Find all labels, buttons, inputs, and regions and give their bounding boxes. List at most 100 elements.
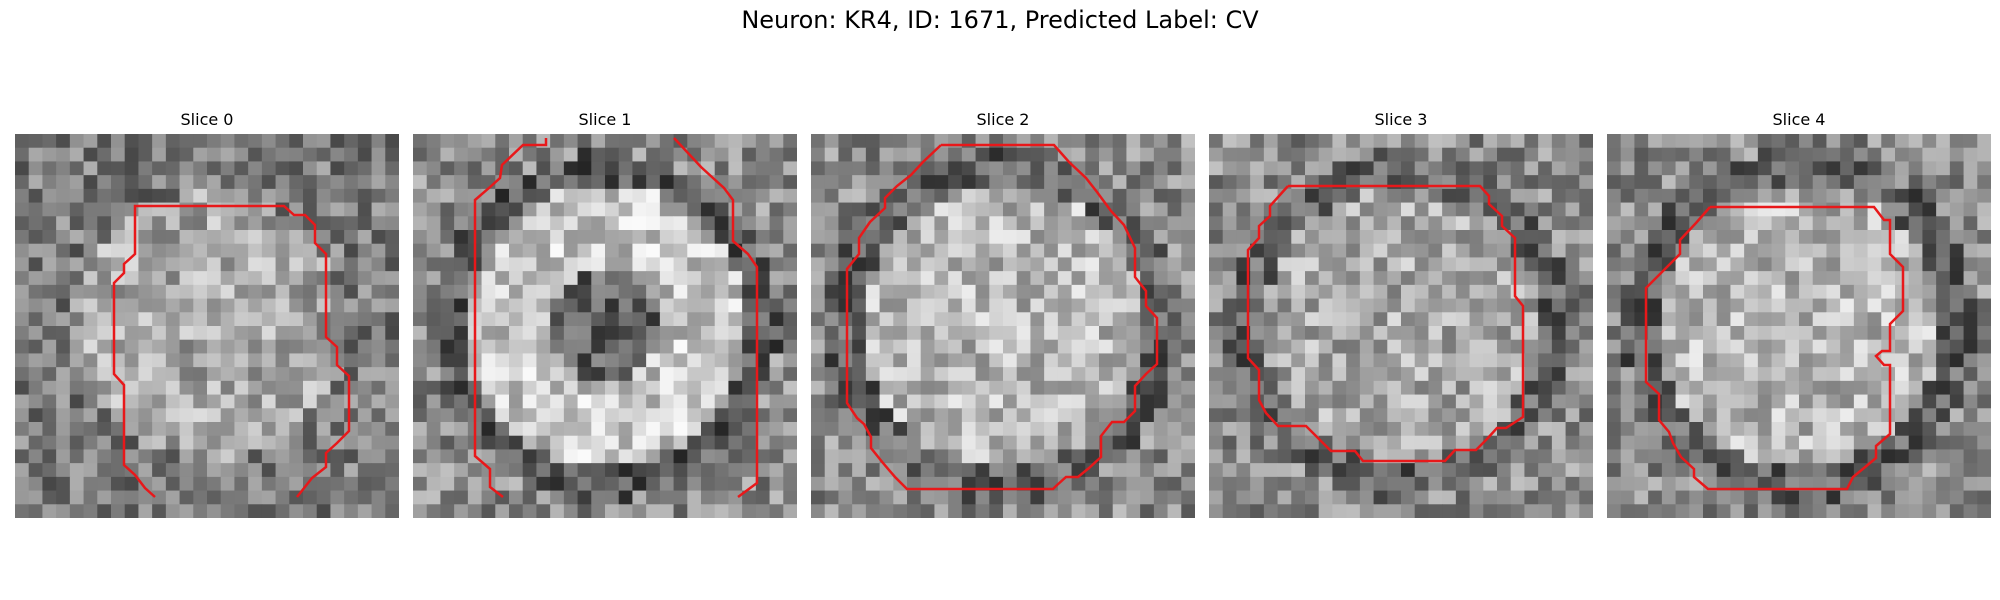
image-pixel [1922,435,1937,450]
image-pixel [1689,449,1704,464]
image-pixel [1744,230,1759,245]
image-pixel [1140,134,1155,149]
image-pixel [1442,230,1457,245]
image-pixel [769,243,784,258]
image-pixel [714,161,729,176]
image-pixel [220,147,235,162]
image-pixel [220,380,235,395]
image-pixel [1277,202,1292,217]
image-pixel [1167,504,1182,518]
image-pixel [1181,271,1195,286]
image-pixel [385,353,399,368]
image-pixel [742,408,757,423]
image-pixel [811,216,826,231]
image-pixel [1209,312,1224,327]
image-pixel [701,202,716,217]
image-pixel [1346,161,1361,176]
image-pixel [220,326,235,341]
image-pixel [1167,326,1182,341]
image-pixel [275,243,290,258]
image-pixel [1922,134,1937,149]
image-pixel [893,339,908,354]
image-pixel [1716,188,1731,203]
image-pixel [1840,216,1855,231]
image-pixel [1346,230,1361,245]
image-pixel [1799,408,1814,423]
image-pixel [1318,476,1333,491]
image-pixel [1922,284,1937,299]
image-pixel [1607,147,1622,162]
image-pixel [701,476,716,491]
image-pixel [1236,490,1251,505]
image-pixel [440,367,455,382]
image-pixel [879,435,894,450]
image-pixel [1428,326,1443,341]
image-pixel [1771,367,1786,382]
image-pixel [1675,408,1690,423]
image-pixel [865,257,880,272]
image-pixel [1112,147,1127,162]
image-pixel [1785,298,1800,313]
image-pixel [989,435,1004,450]
image-pixel [303,284,318,299]
image-pixel [179,298,194,313]
image-pixel [289,147,304,162]
image-pixel [536,161,551,176]
image-pixel [1799,257,1814,272]
image-pixel [1703,394,1718,409]
image-pixel [1689,312,1704,327]
image-pixel [330,326,345,341]
image-pixel [1730,394,1745,409]
image-pixel [1099,216,1114,231]
image-pixel [1030,298,1045,313]
image-pixel [920,147,935,162]
image-pixel [1703,271,1718,286]
image-pixel [1799,490,1814,505]
image-pixel [659,298,674,313]
image-pixel [1538,476,1553,491]
image-pixel [1346,134,1361,149]
image-pixel [1497,490,1512,505]
image-pixel [316,257,331,272]
image-pixel [1675,284,1690,299]
image-pixel [577,504,592,518]
image-pixel [811,435,826,450]
image-pixel [42,271,57,286]
image-pixel [56,243,71,258]
image-pixel [28,147,43,162]
image-pixel [632,504,647,518]
image-pixel [1812,463,1827,478]
image-pixel [1263,394,1278,409]
image-pixel [961,476,976,491]
image-pixel [1346,367,1361,382]
image-pixel [1812,175,1827,190]
image-pixel [1648,504,1663,518]
image-pixel [1881,435,1896,450]
image-pixel [1826,353,1841,368]
image-pixel [1620,230,1635,245]
image-pixel [687,147,702,162]
image-pixel [1675,271,1690,286]
image-pixel [618,243,633,258]
image-pixel [893,134,908,149]
image-pixel [357,463,372,478]
image-pixel [961,504,976,518]
image-pixel [261,161,276,176]
image-pixel [879,490,894,505]
image-pixel [893,284,908,299]
image-pixel [1648,202,1663,217]
image-pixel [357,326,372,341]
image-pixel [1826,298,1841,313]
image-pixel [1510,243,1525,258]
image-pixel [138,463,153,478]
image-pixel [907,490,922,505]
image-pixel [975,490,990,505]
image-pixel [755,134,770,149]
image-pixel [577,408,592,423]
image-pixel [522,463,537,478]
image-pixel [769,380,784,395]
slice-title: Slice 3 [1374,110,1428,129]
image-pixel [152,243,167,258]
image-pixel [303,394,318,409]
image-pixel [1442,367,1457,382]
